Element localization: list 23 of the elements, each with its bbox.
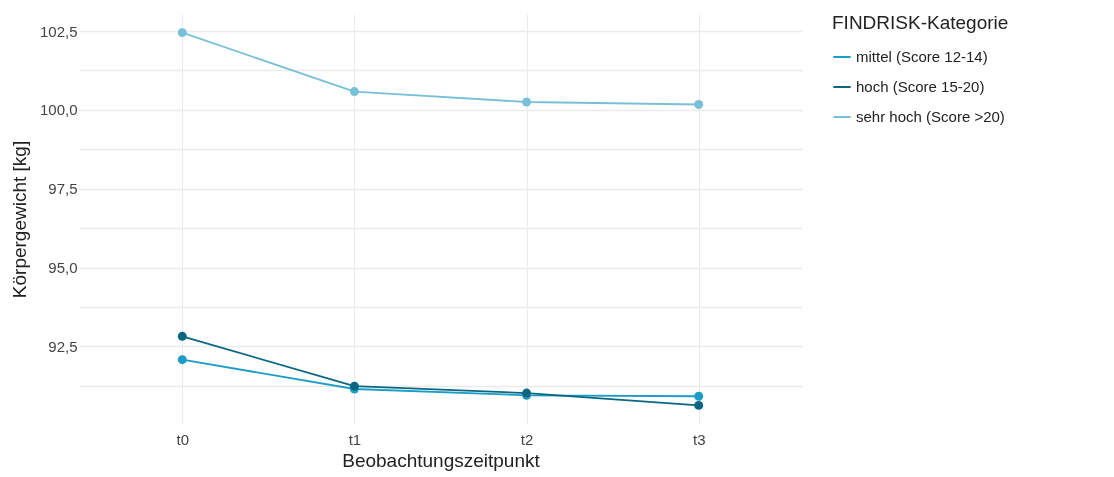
y-tick-label: 102,5 bbox=[39, 22, 78, 40]
legend-title: FINDRISK-Kategorie bbox=[832, 12, 1009, 33]
point bbox=[177, 28, 187, 38]
x-tick-label: t3 bbox=[692, 430, 706, 448]
y-tick-label: 95,0 bbox=[48, 259, 78, 277]
point bbox=[177, 355, 187, 365]
point bbox=[177, 331, 187, 341]
legend-label: sehr hoch (Score >20) bbox=[856, 108, 1005, 125]
point bbox=[522, 97, 532, 107]
y-tick-label: 97,5 bbox=[48, 180, 78, 198]
legend-label: mittel (Score 12-14) bbox=[856, 48, 988, 65]
point bbox=[694, 391, 704, 401]
point bbox=[694, 400, 704, 410]
y-tick-label: 92,5 bbox=[48, 337, 78, 355]
x-tick-label: t0 bbox=[176, 430, 190, 448]
x-tick-label: t1 bbox=[348, 430, 362, 448]
x-tick-label: t2 bbox=[520, 430, 534, 448]
point bbox=[349, 87, 359, 97]
x-axis-title: Beobachtungszeitpunkt bbox=[342, 449, 541, 471]
y-tick-label: 100,0 bbox=[39, 101, 78, 119]
legend-label: hoch (Score 15-20) bbox=[856, 78, 985, 95]
point bbox=[694, 100, 704, 109]
y-axis-title: Körpergewicht [kg] bbox=[8, 140, 30, 299]
